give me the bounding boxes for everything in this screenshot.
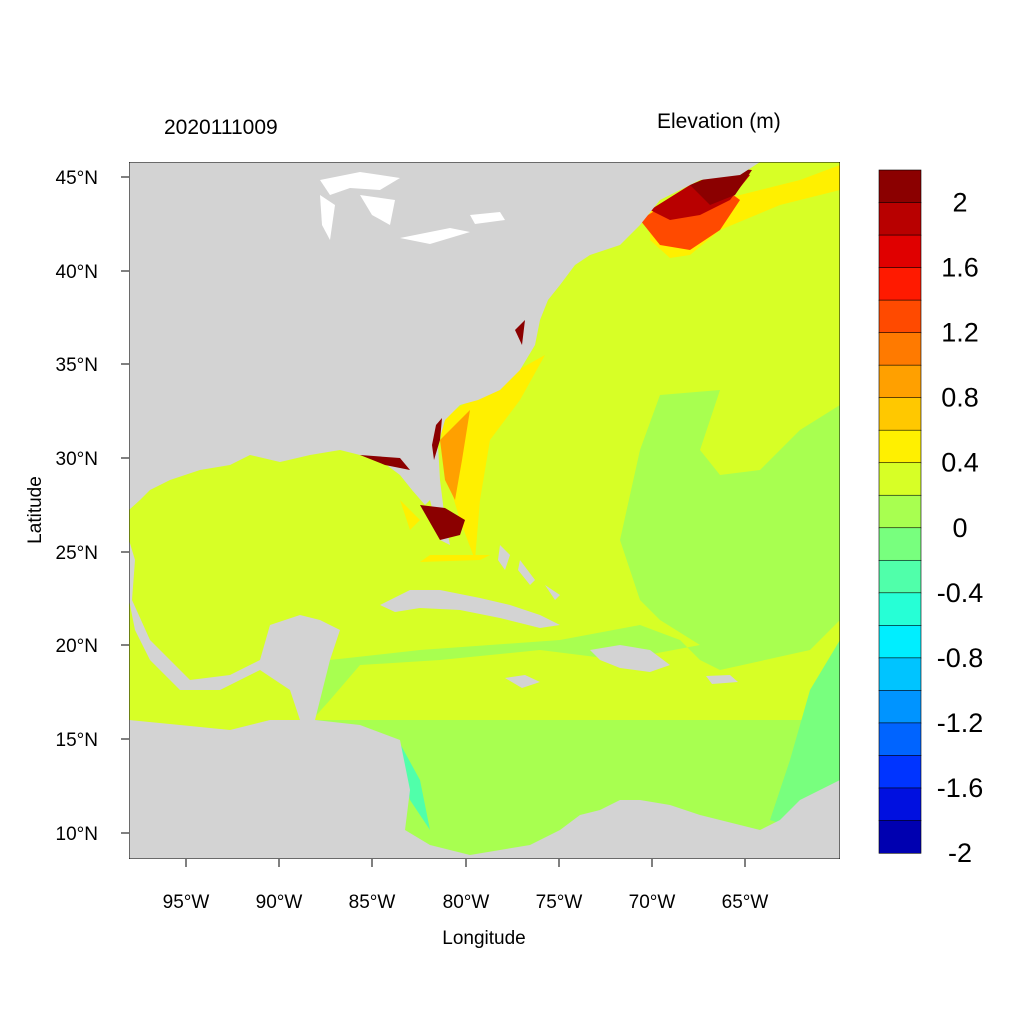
land-puerto-rico [706,675,738,684]
variable-title: Elevation (m) [657,110,781,133]
colorbar-swatch [878,267,922,301]
colorbar-swatch [878,722,922,757]
colorbar [878,169,922,854]
timestamp-label: 2020111009 [164,116,278,139]
lake-huron [360,195,395,225]
y-tick-label: 25°N [56,543,98,564]
colorbar-swatch [878,462,922,496]
x-axis [185,859,746,867]
colorbar-swatch [878,397,922,431]
colorbar-swatch [878,234,922,269]
colorbar-swatch [878,690,922,724]
colorbar-label: 2 [952,188,967,218]
gulf-of-maine-peak [690,168,752,205]
colorbar-labels: 2 1.6 1.2 0.8 0.4 0 -0.4 -0.8 -1.2 -1.6 -2 [937,188,984,869]
colorbar-swatch [878,527,922,561]
colorbar-swatch [878,429,922,464]
colorbar-swatch [878,559,922,594]
land-cuba [380,590,560,628]
x-tick-labels: 95°W 90°W 85°W 80°W 75°W 70°W 65°W [163,892,769,913]
y-tick-labels: 45°N 40°N 35°N 30°N 25°N 20°N 15°N 10°N [56,168,98,845]
lake-superior [320,172,400,195]
colorbar-label: -0.4 [937,578,984,608]
land-hispaniola [590,645,670,672]
great-lakes [320,172,505,244]
land-mexico-central-america [129,540,840,859]
y-tick-label: 40°N [56,262,98,283]
contour-negative-west [398,740,430,830]
colorbar-label: 1.6 [941,253,979,283]
x-axis-title: Longitude [442,928,525,949]
y-tick-label: 35°N [56,355,98,376]
x-tick-label: 95°W [163,892,210,913]
contour-zero-band [312,390,840,859]
colorbar-swatch [878,299,922,334]
lake-ontario [470,212,505,224]
colorbar-swatch [878,364,922,399]
colorbar-swatch [878,494,922,529]
colorbar-swatch [878,169,922,204]
colorbar-swatch [878,820,922,854]
land-north-america [129,162,760,510]
contour-negative-east [770,640,840,830]
colorbar-label: 0.8 [941,383,979,413]
y-tick-label: 15°N [56,730,98,751]
x-tick-label: 80°W [443,892,490,913]
colorbar-swatch [878,657,922,691]
y-tick-label: 45°N [56,168,98,189]
colorbar-label: -2 [948,838,972,868]
colorbar-label: -0.8 [937,643,984,673]
y-tick-label: 20°N [56,636,98,657]
colorbar-label: 0 [952,513,967,543]
colorbar-swatch [878,625,922,659]
colorbar-swatch [878,755,922,789]
lake-erie [400,228,470,244]
x-tick-label: 70°W [629,892,676,913]
map-plot-area [129,162,840,859]
colorbar-label: 0.4 [941,448,979,478]
x-tick-label: 90°W [256,892,303,913]
south-florida-high [420,505,465,540]
lake-michigan [320,195,335,240]
colorbar-swatch [878,592,922,626]
contour-positive-orange [440,410,470,500]
land-bahamas [498,545,560,600]
colorbar-label: -1.2 [937,708,984,738]
y-tick-label: 10°N [56,824,98,845]
y-axis [121,176,129,834]
colorbar-swatch [878,332,922,366]
x-tick-label: 85°W [349,892,396,913]
y-tick-label: 30°N [56,449,98,470]
x-tick-label: 65°W [722,892,769,913]
y-axis-title: Latitude [25,476,46,544]
colorbar-label: -1.6 [937,773,984,803]
land-jamaica [505,675,540,688]
colorbar-swatch [878,787,922,822]
colorbar-label: 1.2 [941,318,979,348]
x-tick-label: 75°W [536,892,583,913]
colorbar-swatch [878,202,922,236]
